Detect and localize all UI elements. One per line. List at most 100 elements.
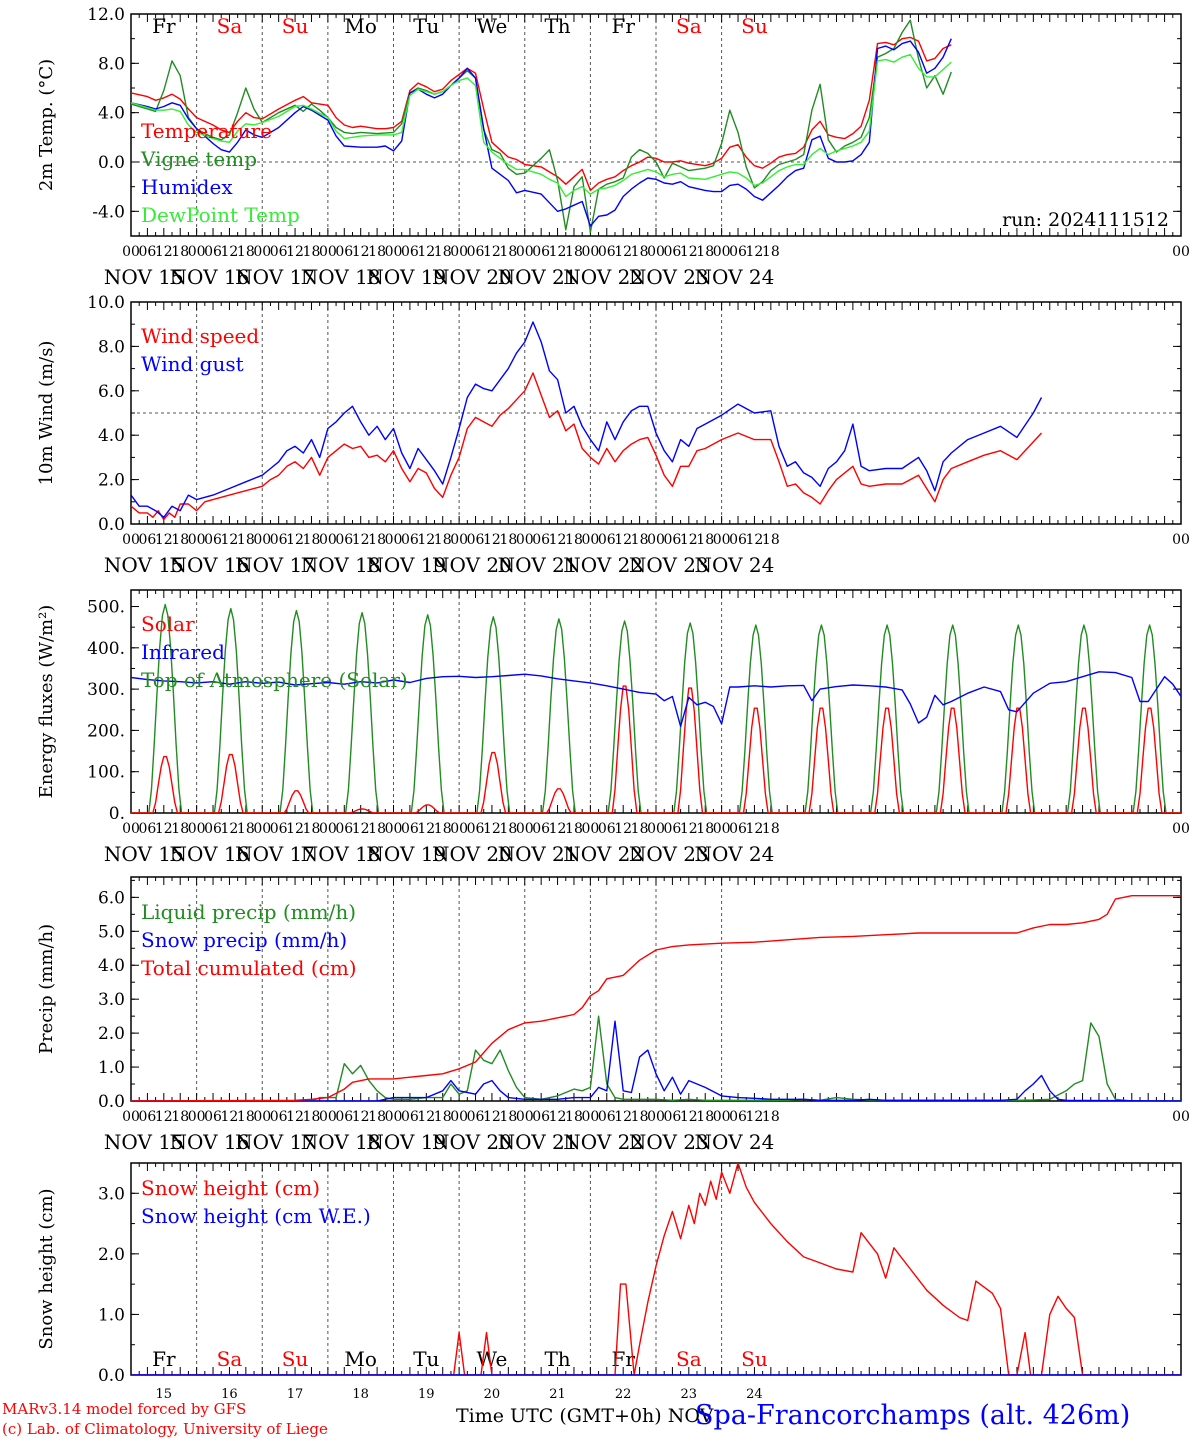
hour-tick-label: 18 xyxy=(499,244,517,260)
hour-tick-label: 00 xyxy=(516,1109,534,1125)
hour-tick-label: 18 xyxy=(499,1109,517,1125)
hour-tick-label: 18 xyxy=(762,1109,780,1125)
hour-tick-label: 12 xyxy=(352,244,370,260)
hour-tick-label: 12 xyxy=(352,821,370,837)
weekday-label: Tu xyxy=(413,14,439,38)
weekday-label: Fr xyxy=(152,14,176,38)
hour-tick-label: 18 xyxy=(631,821,649,837)
y-tick-label: 10.0 xyxy=(87,293,125,313)
model-credit: MARv3.14 model forced by GFS (c) Lab. of… xyxy=(2,1399,328,1439)
series-infrared xyxy=(131,671,1181,727)
hour-tick-label: 00 xyxy=(647,821,665,837)
day-number-label: 18 xyxy=(352,1387,369,1402)
hour-tick-label: 06 xyxy=(204,1109,222,1125)
hour-tick-label: 06 xyxy=(532,244,550,260)
station-name: Spa-Francorchamps (alt. 426m) xyxy=(695,1400,1131,1431)
hour-tick-label: 00 xyxy=(253,532,271,548)
hour-tick-label: 12 xyxy=(549,244,567,260)
hour-tick-label: 06 xyxy=(138,244,156,260)
weekday-label: Fr xyxy=(611,14,635,38)
series-toa-solar xyxy=(131,603,1181,813)
hour-tick-label: 12 xyxy=(286,1109,304,1125)
legend-entry: DewPoint Temp xyxy=(141,203,300,227)
y-tick-label: 8.0 xyxy=(98,54,125,74)
hour-tick-label: 06 xyxy=(729,821,747,837)
y-tick-label: -4.0 xyxy=(92,202,125,222)
hour-tick-label: 18 xyxy=(434,1109,452,1125)
hour-tick-label: 06 xyxy=(598,821,616,837)
y-axis-label: 2m Temp. (°C) xyxy=(36,59,57,191)
hour-tick-label: 18 xyxy=(303,1109,321,1125)
hour-tick-label: 00 xyxy=(713,1109,731,1125)
hour-tick-label: 18 xyxy=(565,821,583,837)
y-tick-label: 0. xyxy=(109,804,125,824)
weekday-label: We xyxy=(477,1347,508,1371)
day-label: NOV 24 xyxy=(695,553,775,577)
hour-tick-label: 00 xyxy=(122,532,140,548)
hour-tick-label: 06 xyxy=(204,244,222,260)
day-label: NOV 15 xyxy=(104,1130,184,1154)
hour-tick-label: 00 xyxy=(319,244,337,260)
day-label: NOV 16 xyxy=(170,265,250,289)
hour-tick-label: 06 xyxy=(663,244,681,260)
day-label: NOV 16 xyxy=(170,1130,250,1154)
weekday-label: Sa xyxy=(217,1347,243,1371)
hour-tick-label: 00 xyxy=(581,821,599,837)
weekday-label: Su xyxy=(282,1347,309,1371)
day-label: NOV 24 xyxy=(695,1130,775,1154)
weekday-label: Su xyxy=(282,14,309,38)
hour-tick-label: 12 xyxy=(680,244,698,260)
hour-tick-label: 00 xyxy=(581,532,599,548)
hour-tick-label: 06 xyxy=(467,532,485,548)
weekday-label: Su xyxy=(741,14,768,38)
hour-tick-label: 18 xyxy=(368,1109,386,1125)
hour-tick-label: 00 xyxy=(319,1109,337,1125)
series-humidex xyxy=(131,38,952,227)
hour-tick-label: 12 xyxy=(417,532,435,548)
y-tick-label: 0.0 xyxy=(98,1366,125,1386)
day-label: NOV 21 xyxy=(498,1130,578,1154)
hour-tick-label: 18 xyxy=(696,244,714,260)
y-tick-label: 3.0 xyxy=(98,990,125,1010)
hour-tick-label: 00 xyxy=(253,1109,271,1125)
hour-tick-label: 06 xyxy=(270,532,288,548)
day-number-label: 21 xyxy=(549,1387,566,1402)
hour-tick-label: 18 xyxy=(171,1109,189,1125)
hour-tick-label: 00 xyxy=(1172,244,1190,260)
hour-tick-label: 00 xyxy=(188,1109,206,1125)
hour-tick-label: 12 xyxy=(286,821,304,837)
weekday-label: We xyxy=(477,14,508,38)
hour-tick-label: 00 xyxy=(188,821,206,837)
time-axis-label: Time UTC (GMT+0h) NOV xyxy=(456,1405,714,1427)
hour-tick-label: 06 xyxy=(270,244,288,260)
day-label: NOV 23 xyxy=(629,1130,709,1154)
hour-tick-label: 18 xyxy=(762,821,780,837)
hour-tick-label: 12 xyxy=(286,532,304,548)
day-number-label: 19 xyxy=(418,1387,435,1402)
y-tick-label: 0.0 xyxy=(98,515,125,535)
panel-3: 0. 100. 200. 300. 400. 500. Energy fluxes (W/m… xyxy=(36,589,1190,866)
weekday-label: Mo xyxy=(344,14,377,38)
day-number-label: 15 xyxy=(156,1387,173,1402)
day-label: NOV 18 xyxy=(301,842,381,866)
hour-tick-label: 00 xyxy=(385,532,403,548)
hour-tick-label: 00 xyxy=(385,1109,403,1125)
hour-tick-label: 12 xyxy=(155,532,173,548)
hour-tick-label: 18 xyxy=(171,244,189,260)
hour-tick-label: 12 xyxy=(746,244,764,260)
hour-tick-label: 06 xyxy=(729,1109,747,1125)
hour-tick-label: 06 xyxy=(270,1109,288,1125)
hour-tick-label: 18 xyxy=(762,532,780,548)
y-tick-label: 5.0 xyxy=(98,922,125,942)
y-tick-label: 2.0 xyxy=(98,1024,125,1044)
series-group xyxy=(131,19,952,233)
hour-tick-label: 12 xyxy=(549,532,567,548)
hour-tick-label: 00 xyxy=(122,244,140,260)
hour-tick-label: 18 xyxy=(565,532,583,548)
hour-tick-label: 18 xyxy=(631,532,649,548)
hour-tick-label: 18 xyxy=(696,532,714,548)
hour-tick-label: 00 xyxy=(516,821,534,837)
y-tick-label: 8.0 xyxy=(98,337,125,357)
